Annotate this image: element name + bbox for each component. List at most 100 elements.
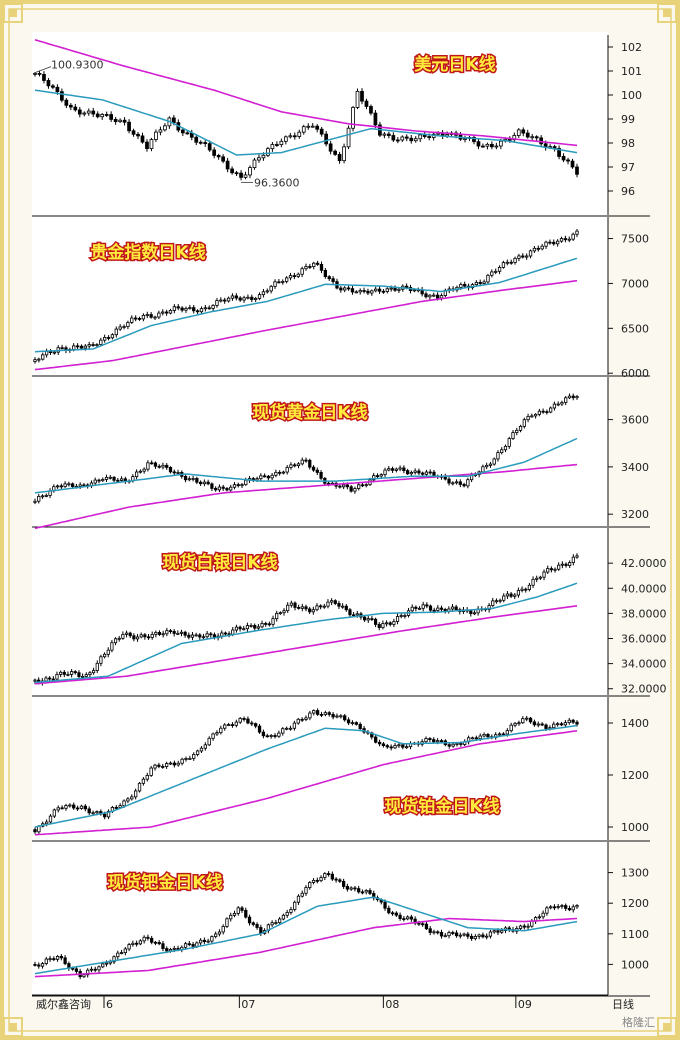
candle-down	[394, 912, 398, 916]
panel-title: 贵金指数日K线	[90, 242, 205, 263]
candle-up	[257, 294, 262, 299]
candle-up	[379, 474, 383, 477]
candle-down	[521, 129, 526, 134]
candle-down	[490, 143, 494, 148]
candle-down	[390, 912, 395, 915]
candle-up	[353, 488, 357, 492]
candle-up	[270, 922, 274, 926]
candle-up	[206, 940, 210, 943]
candle-down	[198, 634, 202, 638]
candle-up	[354, 291, 358, 294]
candle-down	[389, 746, 393, 749]
candle-up	[306, 125, 311, 128]
y-tick-label: 97	[621, 161, 635, 174]
candle-down	[195, 478, 199, 483]
candle-up	[560, 563, 564, 566]
candle-up	[542, 571, 546, 578]
candle-up	[135, 636, 140, 640]
candle-down	[564, 905, 568, 909]
candle-down	[409, 137, 414, 142]
candle-up	[141, 778, 146, 784]
candle-up	[33, 73, 37, 75]
candle-up	[470, 737, 475, 740]
candle-down	[368, 890, 372, 894]
candle-up	[79, 805, 84, 809]
candle-down	[212, 149, 217, 156]
candle-up	[549, 407, 553, 413]
candle-down	[358, 723, 362, 729]
candle-down	[266, 475, 270, 479]
candle-up	[234, 721, 238, 726]
candle-up	[219, 299, 223, 302]
candle-down	[104, 114, 109, 116]
candle-up	[113, 638, 118, 644]
candle-up	[188, 757, 192, 760]
candle-down	[552, 241, 556, 245]
candle-down	[161, 766, 165, 768]
candle-down	[278, 471, 282, 474]
candle-up	[517, 722, 521, 725]
candle-down	[549, 568, 553, 571]
candle-up	[225, 918, 229, 927]
candle-down	[373, 112, 378, 126]
candle-up	[161, 464, 165, 468]
candle-up	[230, 295, 235, 299]
candle-down	[265, 735, 269, 738]
candle-down	[319, 605, 323, 608]
corner-ornament	[9, 9, 17, 17]
candle-up	[450, 606, 455, 610]
candle-up	[142, 936, 146, 942]
candle-up	[567, 395, 572, 399]
candle-up	[505, 593, 510, 597]
candle-down	[275, 144, 279, 146]
period-label: 日线	[612, 997, 634, 1011]
candle-up	[119, 478, 124, 481]
candle-up	[282, 610, 286, 614]
candle-up	[443, 935, 447, 938]
candle-down	[250, 722, 254, 725]
candle-down	[183, 631, 187, 636]
candle-up	[199, 308, 204, 313]
candle-up	[439, 295, 444, 299]
candle-down	[338, 485, 342, 488]
candle-up	[559, 238, 564, 242]
candle-up	[33, 359, 37, 362]
candle-down	[150, 462, 154, 465]
candle-down	[324, 133, 329, 145]
candle-up	[149, 767, 153, 776]
candle-up	[154, 131, 158, 140]
candle-down	[557, 148, 561, 157]
candle-down	[481, 934, 485, 938]
candle-down	[385, 745, 389, 748]
candle-up	[342, 146, 346, 162]
candle-up	[571, 233, 575, 240]
candle-up	[86, 110, 91, 114]
candle-up	[41, 354, 45, 360]
candle-up	[281, 471, 286, 474]
candle-down	[68, 104, 73, 108]
candle-up	[142, 468, 146, 472]
candle-down	[267, 623, 271, 626]
candle-down	[323, 269, 328, 278]
candle-down	[532, 721, 537, 726]
candle-down	[375, 475, 380, 478]
candle-up	[153, 764, 157, 769]
candle-up	[89, 968, 94, 971]
candle-up	[48, 958, 52, 961]
candle-up	[487, 605, 491, 611]
y-tick-label: 102	[621, 41, 642, 54]
candle-up	[87, 344, 91, 347]
candle-up	[531, 578, 535, 586]
candle-up	[511, 432, 515, 439]
candle-up	[428, 294, 432, 298]
candle-down	[73, 671, 77, 674]
candle-down	[153, 462, 158, 467]
candle-up	[64, 805, 68, 809]
candle-down	[352, 614, 356, 617]
candle-up	[383, 469, 387, 475]
candle-down	[73, 106, 78, 111]
candle-up	[281, 914, 286, 920]
candle-up	[192, 754, 196, 759]
candle-down	[135, 942, 139, 945]
candle-up	[122, 800, 126, 807]
